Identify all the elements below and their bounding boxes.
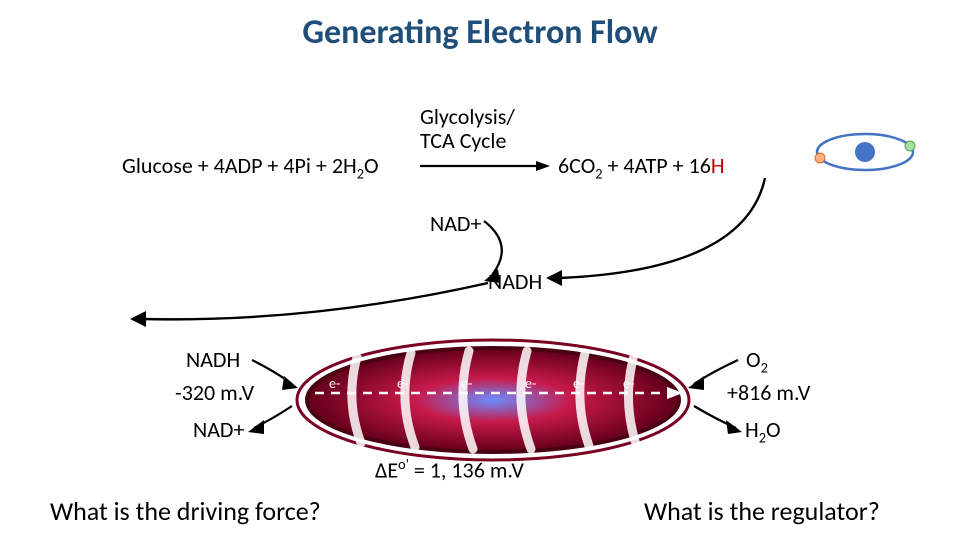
h2o-label: H2O [745,416,781,446]
question-left: What is the driving force? [50,495,321,527]
question-right: What is the regulator? [644,495,880,527]
reaction-lhs: Glucose + 4ADP + 4Pi + 2H2O [122,152,379,182]
atom-orbital-icon [810,122,920,182]
electron-label: e- [397,375,408,392]
nadh-left: NADH [186,346,240,373]
arrow-out-mito-right-icon [688,354,742,434]
nadplus-left: NAD+ [193,416,244,443]
reaction-arrow-icon [420,160,550,172]
mitochondrion-icon: e- e- e- e- e- e- [293,335,693,465]
electron-label: e- [573,375,584,392]
electron-label: e- [461,375,472,392]
electron-label: e- [623,375,634,392]
arrow-into-mito-left-icon [248,354,298,434]
electron-label: e- [329,375,340,392]
electron-label: e- [525,375,536,392]
process-label: Glycolysis/TCA Cycle [420,105,515,153]
o2-label: O2 [746,346,768,376]
curve-arrow-nadh-to-mito-icon [130,275,500,335]
page-title: Generating Electron Flow [0,12,960,53]
mv-left: -320 m.V [175,379,254,406]
curve-arrow-h-to-nadh-icon [540,160,780,290]
